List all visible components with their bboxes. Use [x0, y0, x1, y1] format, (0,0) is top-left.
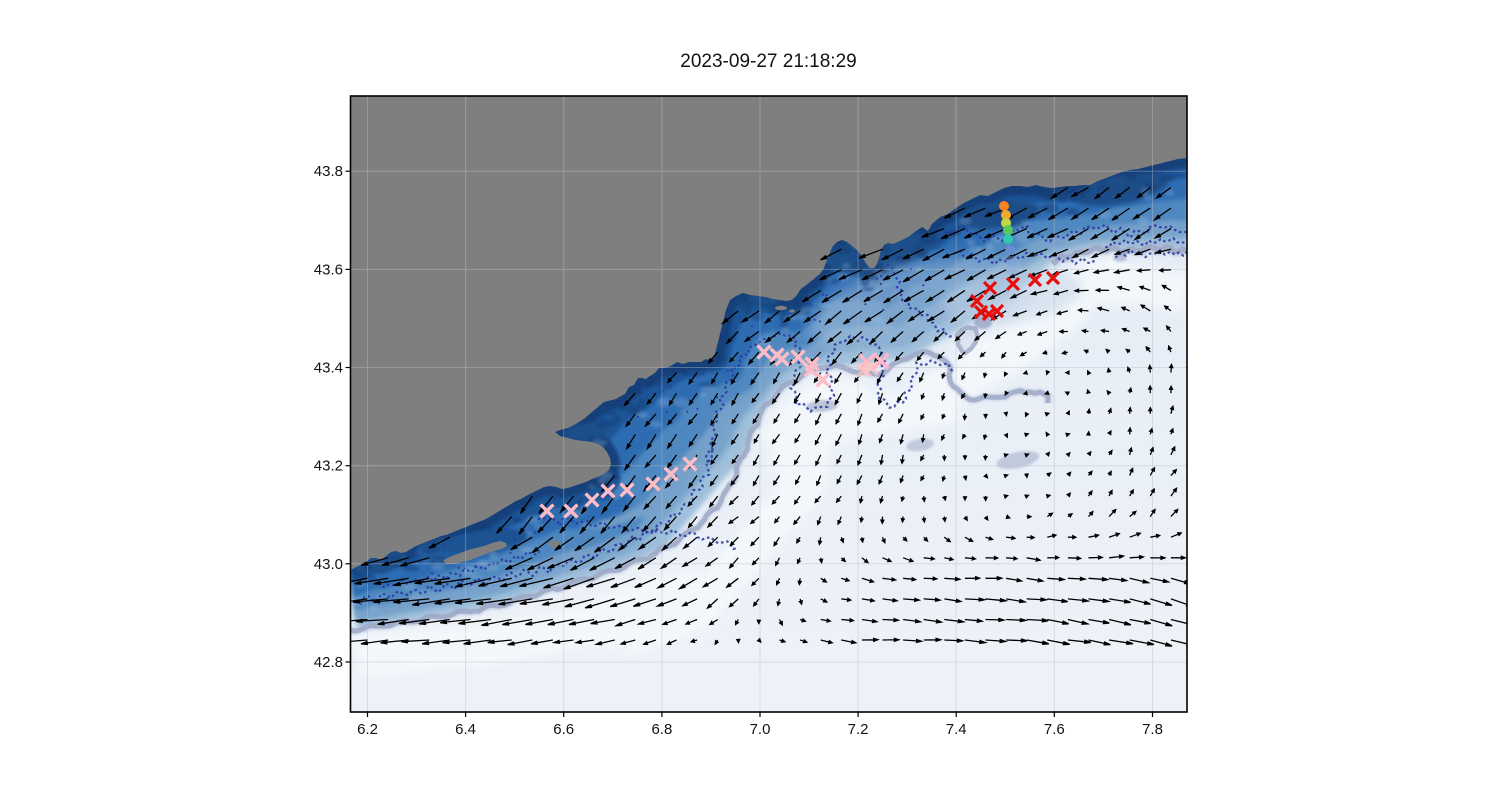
svg-text:6.2: 6.2 [357, 721, 378, 738]
svg-text:43.0: 43.0 [314, 556, 343, 573]
svg-text:43.2: 43.2 [314, 458, 343, 475]
svg-text:7.0: 7.0 [750, 721, 771, 738]
svg-text:43.8: 43.8 [314, 163, 343, 180]
svg-text:6.6: 6.6 [553, 721, 574, 738]
svg-text:6.8: 6.8 [651, 721, 672, 738]
svg-text:7.2: 7.2 [848, 721, 869, 738]
svg-text:7.8: 7.8 [1142, 721, 1163, 738]
svg-text:43.4: 43.4 [314, 360, 343, 377]
svg-text:6.4: 6.4 [455, 721, 476, 738]
svg-text:43.6: 43.6 [314, 261, 343, 278]
svg-text:7.6: 7.6 [1044, 721, 1065, 738]
svg-text:7.4: 7.4 [946, 721, 967, 738]
svg-text:42.8: 42.8 [314, 654, 343, 671]
svg-text:2023-09-27 21:18:29: 2023-09-27 21:18:29 [680, 51, 856, 72]
